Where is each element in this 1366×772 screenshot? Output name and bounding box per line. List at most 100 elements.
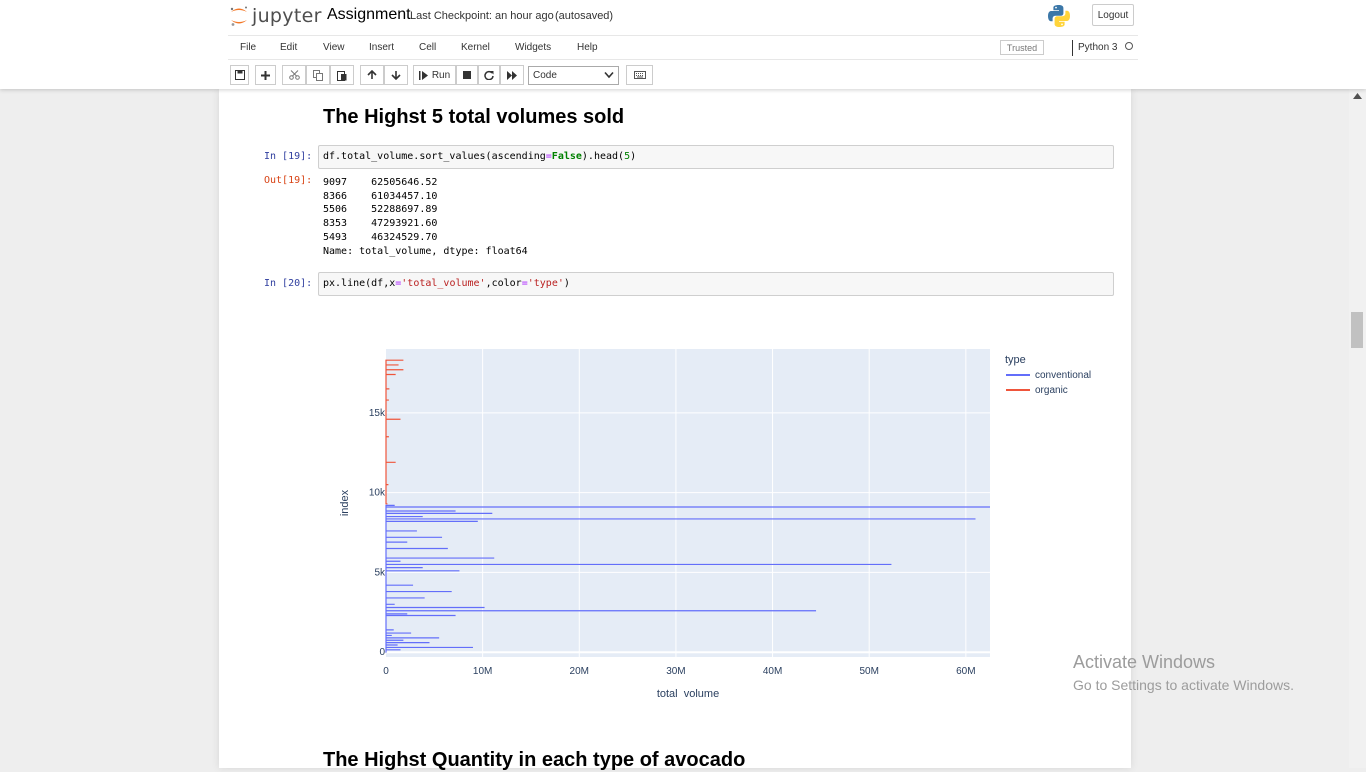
legend-label-organic: organic [1035, 385, 1068, 396]
code-operator: = [395, 278, 402, 289]
markdown-heading[interactable]: The Highst 5 total volumes sold [323, 106, 625, 128]
x-tick-label: 10M [473, 666, 492, 677]
chevron-down-icon [604, 71, 614, 79]
menu-widgets[interactable]: Widgets [515, 42, 552, 53]
notebook-header: jupyter Assignment Last Checkpoint: an h… [0, 0, 1366, 89]
output-line: 5493 46324529.70 [323, 231, 438, 243]
y-tick-label: 10k [369, 488, 386, 499]
series-line-organic [385, 359, 404, 505]
vertical-scrollbar[interactable] [1349, 89, 1366, 768]
command-palette-button[interactable] [626, 65, 653, 85]
legend-label-conventional: conventional [1035, 370, 1091, 381]
cell-type-select[interactable]: Code [528, 66, 619, 85]
move-down-button[interactable] [384, 65, 408, 85]
y-tick-label: 0 [379, 647, 385, 658]
menu-edit[interactable]: Edit [280, 42, 298, 53]
output-line: Name: total_volume, dtype: float64 [323, 245, 528, 257]
markdown-heading[interactable]: The Highst Quantity in each type of avoc… [323, 749, 746, 771]
paste-button[interactable] [330, 65, 354, 85]
input-prompt: In [19]: [264, 151, 313, 162]
x-tick-label: 30M [666, 666, 685, 677]
notebook-page: The Highst 5 total volumes sold In [19]:… [219, 89, 1131, 771]
kernel-name[interactable]: Python 3 [1078, 42, 1118, 53]
jupyter-logo[interactable]: jupyter [229, 4, 322, 28]
fast-forward-icon [506, 70, 517, 80]
legend-title: type [1005, 354, 1026, 366]
input-prompt: In [20]: [264, 278, 313, 289]
trusted-badge[interactable]: Trusted [1000, 40, 1044, 55]
output-line: 5506 52288697.89 [323, 204, 438, 216]
run-label: Run [431, 69, 451, 81]
code-text: ) [563, 278, 570, 289]
kernel-separator [1072, 40, 1073, 56]
x-tick-label: 20M [570, 666, 589, 677]
copy-icon [313, 69, 323, 81]
y-axis-title: index [339, 489, 351, 516]
python-logo-icon [1047, 4, 1071, 28]
jupyter-logo-icon [229, 5, 249, 27]
code-text: px.line(df,x [323, 278, 396, 289]
scrollbar-thumb[interactable] [1351, 312, 1363, 348]
move-up-button[interactable] [360, 65, 384, 85]
notebook-name[interactable]: Assignment [327, 6, 411, 23]
code-text: ).head( [581, 151, 625, 162]
series-line-conventional [385, 504, 990, 653]
code-cell-input[interactable]: df.total_volume.sort_values(ascending=Fa… [318, 145, 1114, 169]
logout-button[interactable]: Logout [1092, 4, 1134, 26]
menu-help[interactable]: Help [577, 42, 598, 53]
code-string: 'total_volume' [401, 278, 486, 289]
kernel-idle-icon [1125, 42, 1133, 50]
code-string: 'type' [527, 278, 564, 289]
cell-output: 9097 62505646.52 8366 61034457.10 5506 522… [323, 176, 528, 258]
restart-icon [484, 70, 494, 80]
run-button[interactable]: Run [413, 65, 456, 85]
y-tick-label: 5k [374, 567, 386, 578]
insert-cell-button[interactable] [255, 65, 276, 85]
plus-icon [261, 70, 270, 80]
cut-button[interactable] [282, 65, 306, 85]
cell-type-value: Code [533, 70, 557, 81]
copy-button[interactable] [306, 65, 330, 85]
paste-icon [337, 70, 347, 81]
menu-view[interactable]: View [323, 42, 345, 53]
code-operator: = [521, 278, 528, 289]
output-prompt: Out[19]: [264, 175, 313, 186]
restart-button[interactable] [478, 65, 500, 85]
x-tick-label: 0 [383, 666, 389, 677]
code-keyword: False [551, 151, 582, 162]
plot-background [386, 349, 990, 657]
menu-file[interactable]: File [240, 42, 257, 53]
autosave-status: (autosaved) [555, 10, 614, 22]
save-button[interactable] [230, 65, 249, 85]
windows-activation-subtitle: Go to Settings to activate Windows. [1073, 677, 1294, 693]
arrow-down-icon [391, 71, 401, 80]
run-icon [418, 70, 428, 80]
output-line: 9097 62505646.52 [323, 177, 438, 188]
menu-cell[interactable]: Cell [419, 42, 437, 53]
x-axis-title: total_volume [657, 688, 719, 697]
x-tick-label: 40M [763, 666, 782, 677]
interrupt-button[interactable] [456, 65, 478, 85]
keyboard-icon [633, 71, 646, 79]
arrow-up-icon [367, 70, 377, 79]
output-line: 8353 47293921.60 [323, 218, 438, 230]
output-line: 8366 61034457.10 [323, 190, 438, 202]
x-tick-label: 60M [956, 666, 975, 677]
code-text: ) [630, 151, 637, 162]
jupyter-wordmark: jupyter [252, 5, 322, 27]
menu-bar: File Edit View Insert Cell Kernel Widget… [228, 35, 1138, 60]
code-operator: = [545, 151, 552, 162]
windows-activation-title: Activate Windows [1073, 652, 1216, 672]
menu-insert[interactable]: Insert [369, 42, 395, 53]
save-icon [234, 70, 245, 80]
restart-run-all-button[interactable] [500, 65, 524, 85]
menu-kernel[interactable]: Kernel [461, 42, 490, 53]
code-text: df.total_volume.sort_values(ascending [323, 151, 546, 162]
code-cell-input[interactable]: px.line(df,x='total_volume',color='type'… [318, 272, 1114, 296]
scroll-up-icon[interactable] [1353, 93, 1362, 99]
scissors-icon [288, 70, 300, 80]
y-tick-label: 15k [369, 408, 386, 419]
plotly-line-chart[interactable]: 0 10M 20M 30M 40M 50M 60M 0 5k 10k 15k total_volume… [329, 337, 1119, 697]
stop-icon [463, 71, 471, 79]
checkpoint-status: Last Checkpoint: an hour ago [410, 10, 554, 22]
